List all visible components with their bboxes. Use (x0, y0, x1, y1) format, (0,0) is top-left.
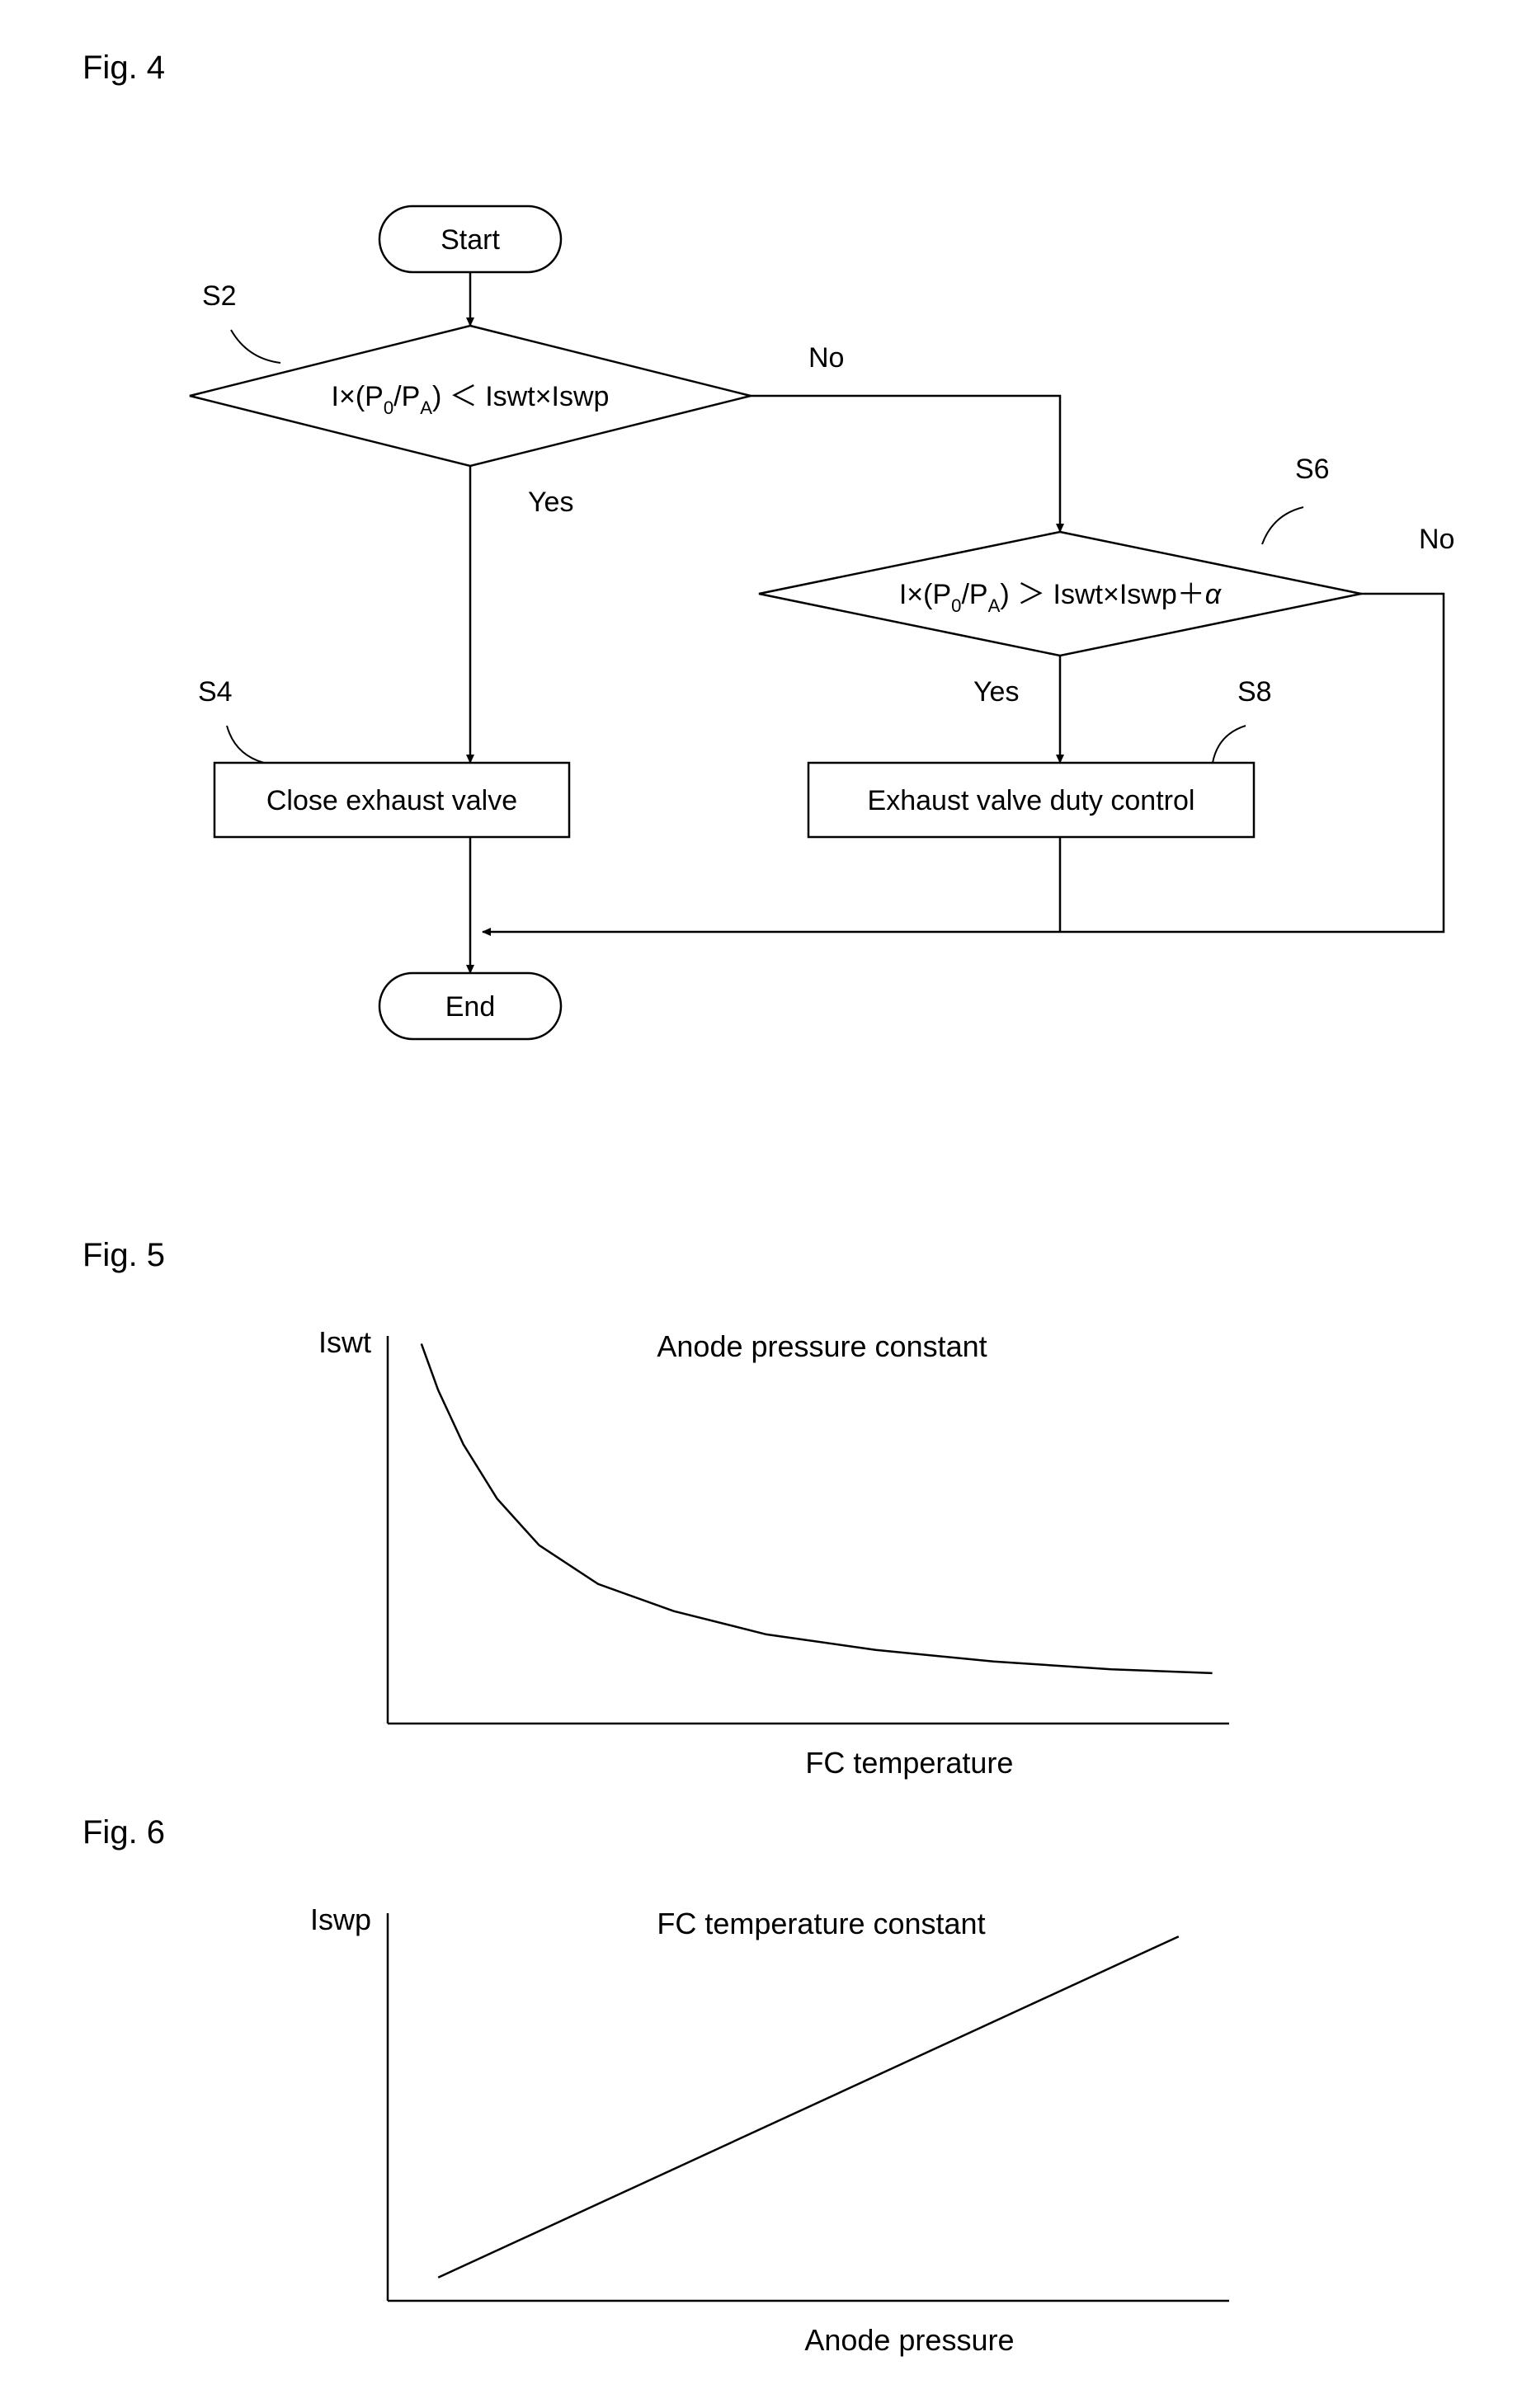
step-label-S4: S4 (198, 676, 233, 708)
svg-text:Close exhaust valve: Close exhaust valve (266, 785, 517, 816)
chart-curve (438, 1936, 1179, 2278)
y-axis-label: Iswt (318, 1325, 371, 1359)
svg-text:Exhaust valve duty control: Exhaust valve duty control (868, 785, 1195, 816)
x-axis-label: FC temperature (805, 1746, 1013, 1780)
fig6-label: Fig. 6 (82, 1814, 165, 1851)
y-axis-label: Iswp (310, 1902, 371, 1936)
step-label-S6: S6 (1295, 454, 1330, 485)
x-axis-label: Anode pressure (804, 2323, 1014, 2357)
node-s4: Close exhaust valve S4 (198, 676, 569, 837)
node-end: End (379, 973, 561, 1039)
edge-label: Yes (528, 487, 573, 518)
edge-label: No (1419, 524, 1454, 555)
chart-curve (422, 1343, 1213, 1673)
page: Fig. 4 YesNoYesNoStartI×(P0/PA) ＜ Iswt×I… (0, 0, 1536, 2408)
node-start: Start (379, 206, 561, 272)
fig5-label: Fig. 5 (82, 1237, 165, 1274)
chart-annotation: Anode pressure constant (657, 1329, 987, 1363)
svg-text:Start: Start (441, 224, 500, 256)
edge-label: Yes (973, 676, 1019, 708)
edge-label: No (808, 342, 844, 374)
fig4-flowchart: YesNoYesNoStartI×(P0/PA) ＜ Iswt×IswpS2I×… (0, 0, 1536, 1113)
svg-text:End: End (445, 991, 496, 1023)
fig5-chart: Iswt FC temperature Anode pressure constan… (289, 1303, 1279, 1814)
fig6-chart: Iswp Anode pressure FC temperature constan… (289, 1880, 1279, 2392)
step-label-S8: S8 (1237, 676, 1272, 708)
node-s8: Exhaust valve duty control S8 (808, 676, 1272, 837)
chart-annotation: FC temperature constant (657, 1907, 985, 1940)
step-label-S2: S2 (202, 280, 237, 312)
